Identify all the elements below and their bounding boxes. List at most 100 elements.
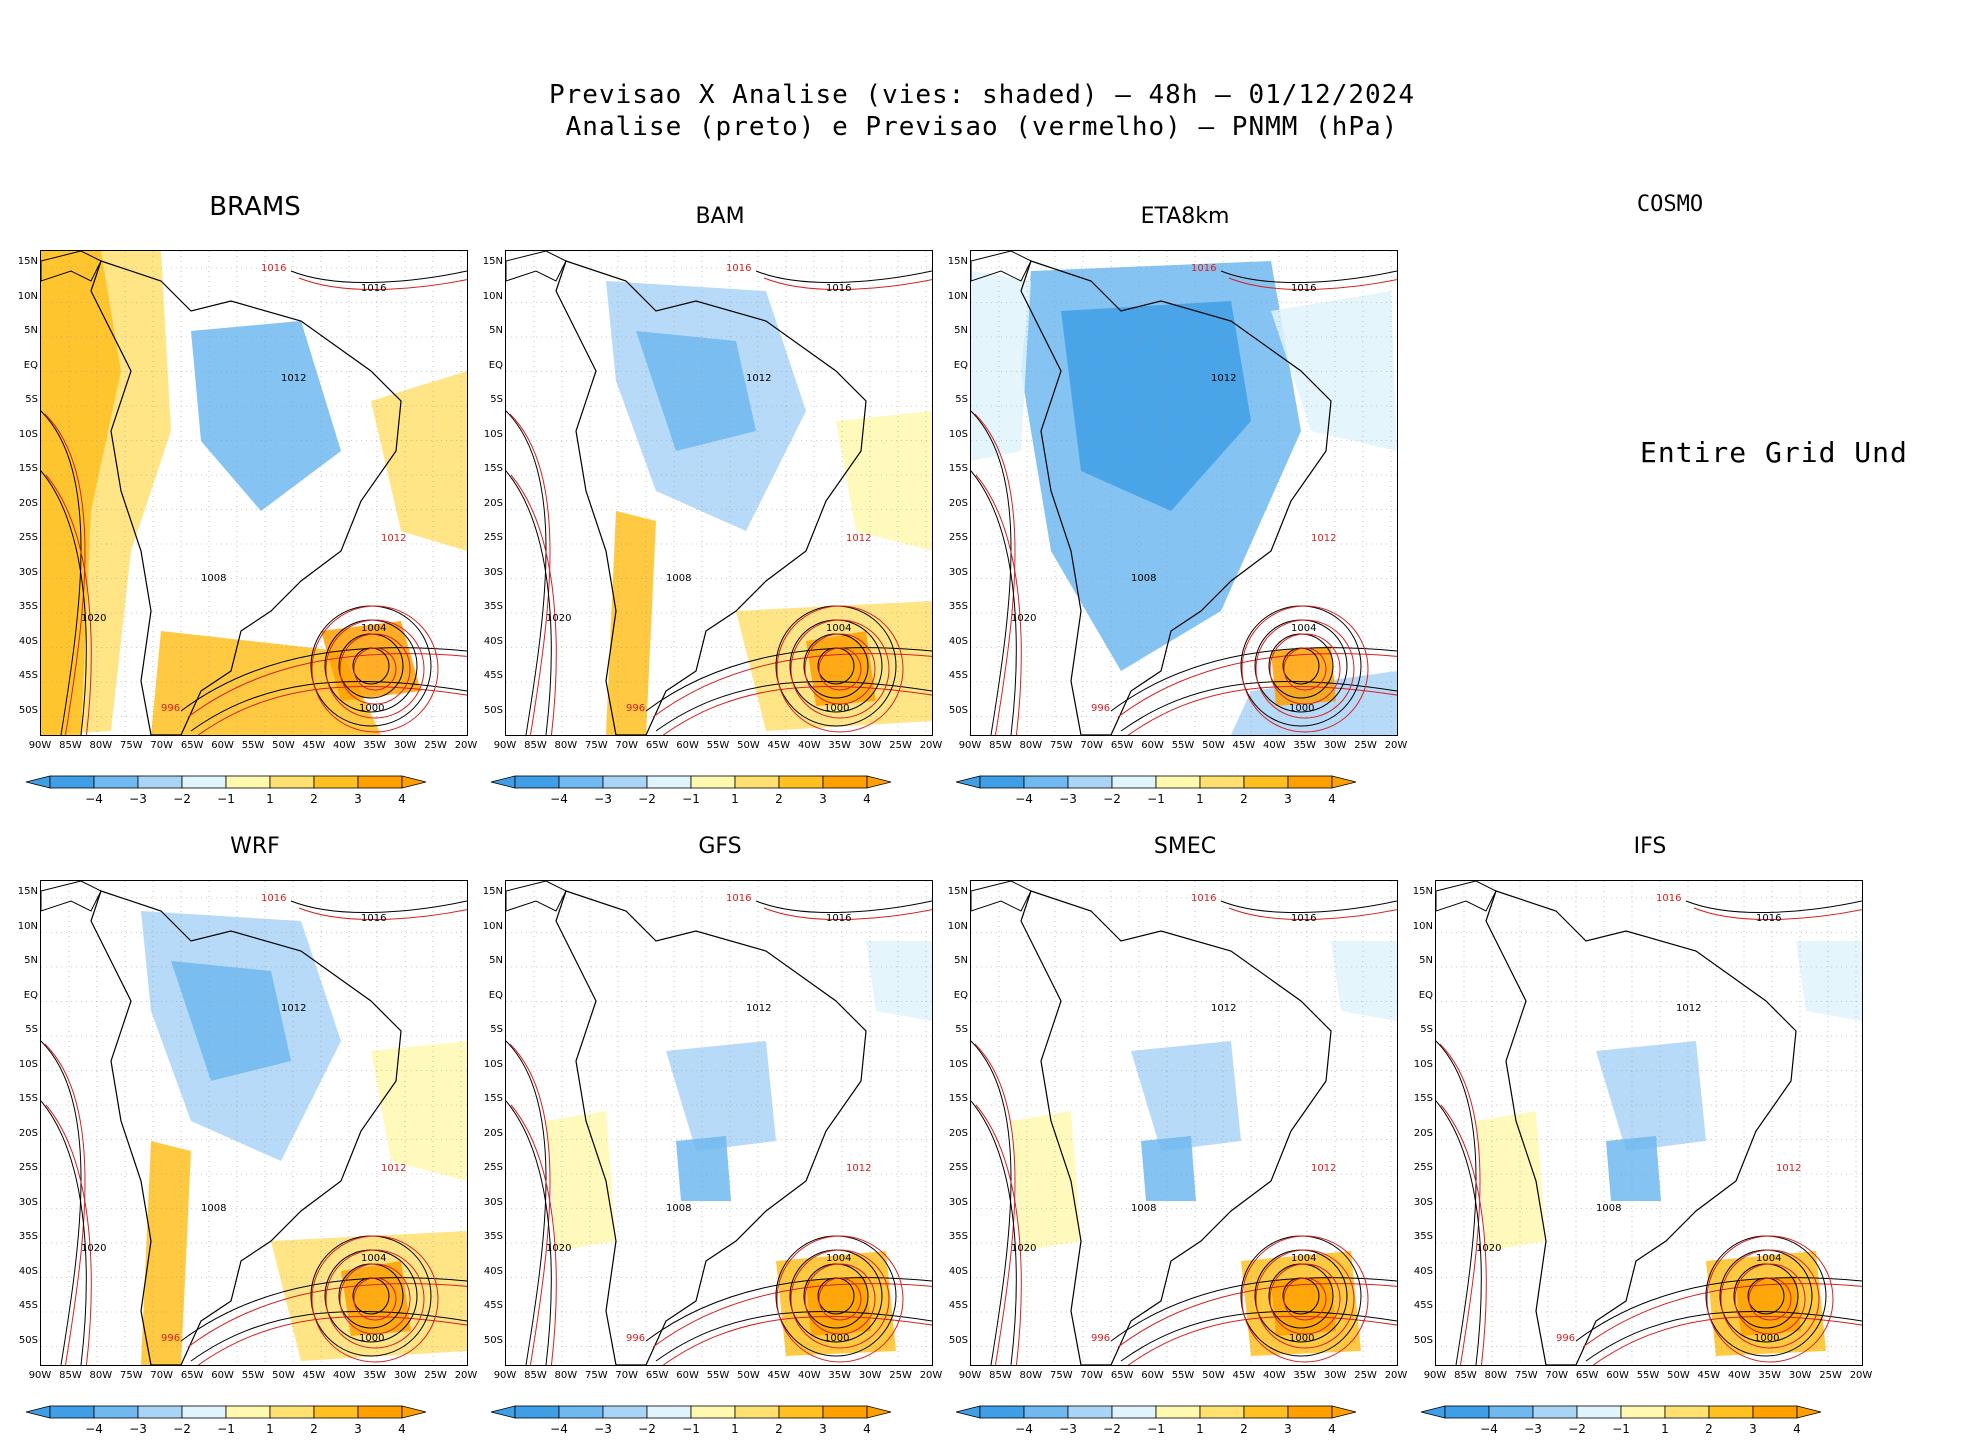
longitude-tick-label: 70W	[150, 740, 174, 751]
longitude-tick-label: 35W	[1293, 740, 1317, 751]
longitude-tick-label: 20W	[454, 1370, 478, 1381]
latitude-tick-label: EQ	[1418, 989, 1433, 1001]
contour-label: 1000	[359, 703, 384, 714]
latitude-tick-label: 5N	[1419, 955, 1433, 966]
longitude-tick-label: 45W	[302, 1370, 326, 1381]
forecast-isobar	[44, 413, 86, 735]
analysis-isobar	[971, 410, 1012, 735]
longitude-tick-label: 75W	[584, 1370, 608, 1381]
analysis-isobar	[755, 900, 932, 914]
contour-label: 1012	[846, 1163, 871, 1174]
latitude-tick-label: 15S	[1413, 1093, 1433, 1104]
colorbar-label: 3	[1749, 1422, 1757, 1436]
colorbar-segment	[690, 1405, 736, 1419]
colorbar-label: 2	[775, 1422, 783, 1436]
colorbar-label: −3	[1059, 1422, 1077, 1436]
colorbar-svg	[25, 775, 427, 789]
colorbar: −4 −3 −2 −1 1 2 3 4	[1405, 1404, 1855, 1444]
colorbar-segment	[1488, 1405, 1534, 1419]
forecast-isobar	[187, 1283, 467, 1348]
cyclone-forecast-isobar	[804, 1263, 876, 1335]
colorbar-segment	[514, 1405, 560, 1419]
colorbar-segment	[1444, 1405, 1490, 1419]
latitude-tick-label: 35S	[18, 601, 38, 612]
latitude-tick-label: 25S	[948, 1162, 968, 1173]
contour-label: 996	[1091, 1333, 1110, 1344]
forecast-isobar	[1117, 1283, 1397, 1348]
longitude-tick-label: 60W	[1141, 1370, 1164, 1381]
analysis-isobar	[506, 410, 547, 735]
colorbar-segment	[1067, 1405, 1113, 1419]
contour-label: 1020	[546, 1243, 571, 1254]
bias-shading	[676, 1136, 731, 1201]
colorbar-segment	[1199, 775, 1245, 789]
bias-shading	[1011, 1111, 1081, 1251]
coastline	[1020, 260, 1332, 735]
bias-shading	[371, 371, 467, 551]
map-plot-area: 1016 1016 1012 1012 1008 1020 1004 1000 996	[40, 250, 468, 736]
longitude-tick-label: 30W	[393, 1370, 417, 1381]
contour-label: 1008	[201, 573, 226, 584]
analysis-isobar	[180, 1277, 467, 1342]
longitude-tick-label: 90W	[28, 1370, 52, 1381]
cyclone-forecast-isobar	[1283, 647, 1327, 691]
coastline	[971, 881, 1032, 912]
colorbar-arrow-right	[866, 1405, 892, 1419]
latitude-tick-label: 10N	[1412, 920, 1433, 932]
colorbar-arrow-right	[1796, 1405, 1822, 1419]
forecast-isobar	[45, 1104, 92, 1365]
colorbar-segment	[1620, 1405, 1666, 1419]
longitude-tick-label: 50W	[272, 740, 295, 751]
latitude-tick-label: 50S	[948, 1334, 968, 1346]
latitude-tick-label: 10N	[947, 290, 968, 302]
forecast-isobar	[1693, 907, 1862, 921]
colorbar-segment	[1023, 1405, 1069, 1419]
contour-label: 996	[626, 703, 645, 714]
coastline	[41, 251, 102, 282]
cyclone-forecast-isobar	[1241, 1235, 1369, 1363]
colorbar-svg	[490, 1405, 892, 1419]
latitude-tick-label: 15S	[18, 1093, 38, 1104]
colorbar-segment	[1752, 1405, 1798, 1419]
contour-label: 1012	[1311, 533, 1336, 544]
longitude-tick-label: 75W	[1049, 740, 1073, 751]
colorbar-segment	[979, 775, 1025, 789]
latitude-tick-label: 25S	[483, 1162, 503, 1173]
contour-label: 1008	[1131, 1203, 1156, 1214]
latitude-tick-label: 5S	[1420, 1024, 1433, 1035]
forecast-isobar	[44, 1043, 86, 1365]
contour-label: 1008	[666, 573, 691, 584]
cyclone-forecast-isobar	[790, 1249, 890, 1349]
colorbar-label: 3	[1284, 1422, 1292, 1436]
latitude-tick-label: 10N	[17, 920, 38, 932]
longitude-tick-label: 40W	[1262, 1370, 1286, 1381]
cyclone-forecast-isobar	[818, 1277, 862, 1321]
bias-shading	[171, 961, 291, 1081]
contour-label: 1020	[1476, 1243, 1501, 1254]
map-svg: 1016 1016 1012 1012 1008 1020 1004 1000 996	[971, 251, 1397, 735]
colorbar-label: −1	[682, 792, 700, 806]
panel-label: ETA8km	[1140, 204, 1230, 229]
colorbar-segment	[357, 775, 403, 789]
contour-label: 1020	[546, 613, 571, 624]
forecast-isobar	[974, 1043, 1016, 1365]
forecast-isobar	[510, 474, 557, 735]
forecast-isobar	[1228, 907, 1397, 921]
coastline	[506, 881, 567, 912]
longitude-tick-label: 80W	[554, 1370, 578, 1381]
analysis-isobar	[290, 270, 467, 284]
cyclone-forecast-isobar	[339, 1263, 411, 1335]
colorbar-segment	[1532, 1405, 1578, 1419]
latitude-tick-label: 40S	[1413, 1265, 1433, 1277]
contour-label: 1004	[826, 623, 851, 634]
map-svg: 1016 1016 1012 1012 1008 1020 1004 1000 996	[506, 251, 932, 735]
bias-shading	[151, 631, 381, 735]
contour-label: 1016	[826, 283, 851, 294]
longitude-tick-label: 85W	[524, 1370, 547, 1381]
colorbar-arrow-left	[955, 775, 981, 789]
longitude-tick-label: 40W	[332, 740, 356, 751]
latitude-tick-label: 5N	[954, 955, 968, 966]
cyclone-forecast-isobar	[804, 633, 876, 705]
bias-shading	[1736, 1276, 1801, 1336]
longitude-tick-label: 40W	[797, 1370, 821, 1381]
